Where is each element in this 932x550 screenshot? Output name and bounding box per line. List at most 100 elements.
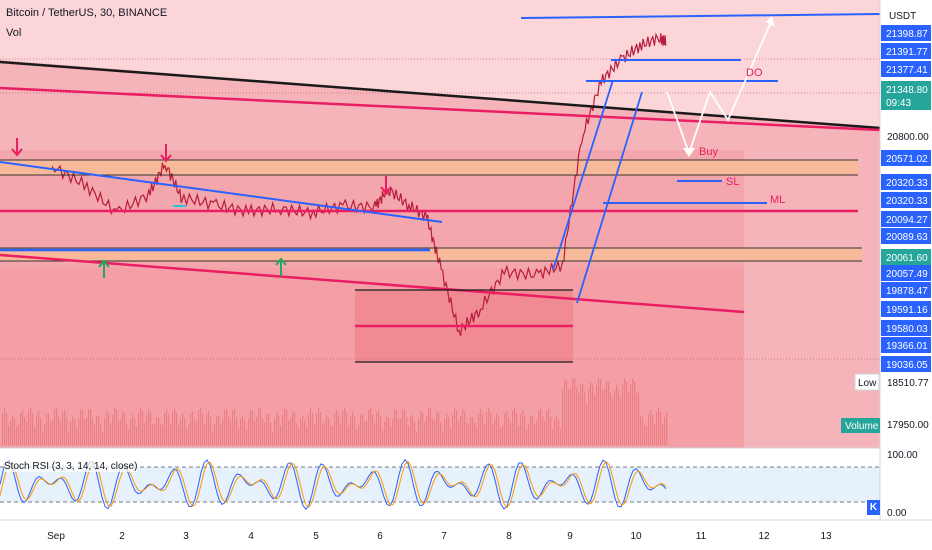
time-axis-label: 8 xyxy=(506,531,512,542)
volume-bar xyxy=(536,420,538,445)
time-axis-label: 3 xyxy=(183,531,189,542)
volume-bar xyxy=(82,409,84,445)
volume-bar xyxy=(146,415,148,445)
volume-bar xyxy=(396,409,398,445)
volume-bar xyxy=(260,408,262,445)
volume-bar xyxy=(50,421,52,445)
volume-bar xyxy=(556,416,558,445)
volume-bar xyxy=(308,413,310,445)
blue-descending-trendline xyxy=(0,161,443,223)
volume-bar xyxy=(330,425,332,445)
volume-bar xyxy=(36,415,38,445)
volume-bar xyxy=(186,429,188,445)
volume-bar xyxy=(580,384,582,445)
time-axis[interactable] xyxy=(0,520,932,550)
volume-bar xyxy=(88,408,90,445)
low-value: 18510.77 xyxy=(887,378,929,389)
volume-bar xyxy=(126,423,128,445)
volume-bar xyxy=(364,420,366,445)
volume-bar xyxy=(402,409,404,445)
volume-bar xyxy=(652,415,654,445)
volume-bar xyxy=(388,417,390,445)
volume-bar xyxy=(462,409,464,445)
volume-bar xyxy=(632,378,634,445)
volume-bar xyxy=(188,424,190,445)
volume-bar xyxy=(498,417,500,445)
volume-bar xyxy=(248,418,250,445)
volume-bar xyxy=(528,424,530,445)
volume-bar xyxy=(520,414,522,445)
volume-bar xyxy=(262,418,264,445)
volume-bar xyxy=(122,411,124,445)
volume-bar xyxy=(48,413,50,445)
stoch-tick-100: 100.00 xyxy=(887,450,918,461)
volume-bar xyxy=(40,417,42,445)
volume-bar xyxy=(428,407,430,445)
volume-bar xyxy=(496,413,498,445)
time-axis-label: 11 xyxy=(696,531,707,542)
volume-bar xyxy=(348,425,350,445)
volume-bar xyxy=(212,430,214,445)
volume-bar xyxy=(190,413,192,445)
volume-bar xyxy=(238,428,240,445)
price-badge xyxy=(881,43,931,59)
volume-bar xyxy=(422,412,424,445)
volume-bar xyxy=(168,414,170,445)
volume-bar xyxy=(112,415,114,445)
price-badge-label: 20057.49 xyxy=(886,269,928,280)
volume-bar xyxy=(518,425,520,445)
volume-bar xyxy=(460,416,462,445)
volume-bar xyxy=(292,410,294,445)
volume-bar xyxy=(166,408,168,445)
price-badge-label: 20571.02 xyxy=(886,154,928,165)
price-badge xyxy=(881,61,931,77)
volume-bar xyxy=(62,411,64,445)
k-badge[interactable]: K xyxy=(867,500,880,515)
volume-bar xyxy=(430,408,432,445)
volume-bar xyxy=(254,420,256,445)
volume-bar xyxy=(568,389,570,445)
volume-bar xyxy=(32,413,34,445)
volume-bar xyxy=(524,416,526,445)
price-badge-label: 20094.27 xyxy=(886,215,928,226)
volume-bar xyxy=(324,421,326,445)
time-axis-label: 2 xyxy=(119,531,125,542)
volume-bar xyxy=(228,416,230,445)
volume-bar xyxy=(538,409,540,445)
volume-bar xyxy=(286,409,288,445)
volume-bar xyxy=(494,419,496,445)
volume-bar xyxy=(6,412,8,445)
volume-bar xyxy=(130,418,132,445)
volume-bar xyxy=(408,425,410,445)
volume-bar xyxy=(52,419,54,445)
time-axis-label: 9 xyxy=(567,531,573,542)
volume-bar xyxy=(296,423,298,445)
volume-bar xyxy=(342,411,344,445)
volume-bar xyxy=(594,394,596,445)
volume-bar xyxy=(560,429,562,445)
price-badge-label: 19036.05 xyxy=(886,360,928,371)
volume-bar xyxy=(362,413,364,445)
volume-bar xyxy=(12,415,14,445)
volume-bar xyxy=(74,418,76,445)
volume-bar xyxy=(608,381,610,445)
volume-bar xyxy=(562,389,564,445)
volume-bar xyxy=(380,416,382,445)
volume-bar xyxy=(222,419,224,445)
volume-bar xyxy=(664,417,666,445)
volume-bar xyxy=(184,417,186,445)
volume-bar xyxy=(66,417,68,445)
volume-bar xyxy=(336,410,338,445)
volume-bar xyxy=(302,415,304,445)
volume-bar xyxy=(180,418,182,445)
price-badge xyxy=(881,337,931,353)
volume-bar xyxy=(68,430,70,445)
volume-bar xyxy=(510,422,512,445)
volume-bar xyxy=(598,377,600,445)
volume-bar xyxy=(204,424,206,445)
volume-bar xyxy=(150,412,152,445)
volume-bar xyxy=(640,415,642,445)
volume-bar xyxy=(306,426,308,445)
price-badge xyxy=(881,192,931,208)
